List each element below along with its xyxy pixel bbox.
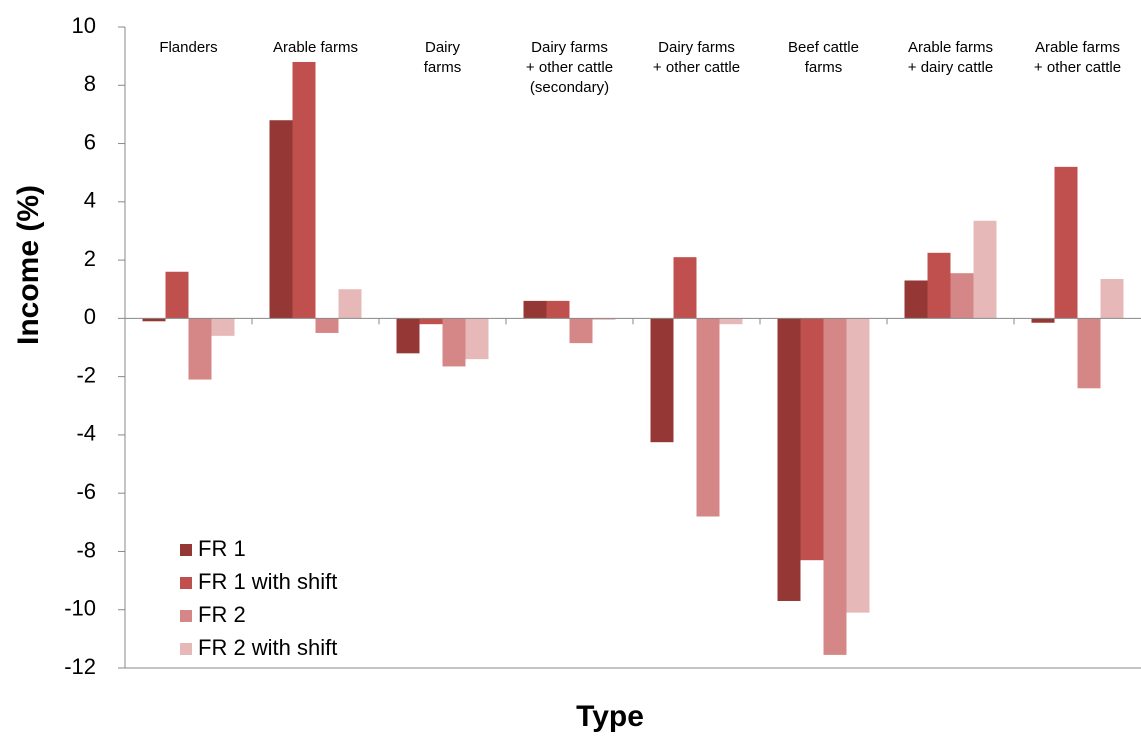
legend-label: FR 2 xyxy=(198,602,246,627)
y-tick-label: 2 xyxy=(84,246,96,271)
bar xyxy=(292,61,316,319)
category-label: Flanders xyxy=(159,39,218,56)
bar xyxy=(823,318,847,655)
bar xyxy=(846,318,870,613)
bar xyxy=(950,273,974,319)
bar xyxy=(338,289,362,319)
bar xyxy=(269,120,293,319)
y-tick-label: 8 xyxy=(84,71,96,96)
category-label: Dairy farms xyxy=(423,39,462,76)
bar xyxy=(315,318,339,333)
category-label: Arable farms + dairy cattle xyxy=(907,39,994,76)
y-tick-label: -2 xyxy=(76,362,96,387)
legend-swatch xyxy=(180,577,192,589)
y-tick-label: -12 xyxy=(64,654,96,679)
category-label: Arable farms + other cattle xyxy=(1033,39,1122,76)
bar xyxy=(800,318,824,561)
y-axis-label: Income (%) xyxy=(12,185,45,345)
bar xyxy=(1100,279,1124,319)
bar xyxy=(904,280,928,319)
bar xyxy=(650,318,674,443)
legend-label: FR 1 with shift xyxy=(198,569,337,594)
y-tick-label: 6 xyxy=(84,129,96,154)
y-tick-label: -4 xyxy=(76,421,96,446)
y-tick-label: 0 xyxy=(84,304,96,329)
bar xyxy=(1077,318,1101,389)
bar xyxy=(973,220,997,319)
bar xyxy=(1054,166,1078,319)
category-label: Beef cattle farms xyxy=(788,39,859,76)
y-tick-label: -8 xyxy=(76,537,96,562)
bar xyxy=(777,318,801,601)
legend-swatch xyxy=(180,643,192,655)
category-label: Arable farms xyxy=(272,39,359,56)
bar xyxy=(396,318,420,354)
bar xyxy=(211,318,235,336)
y-tick-label: 10 xyxy=(72,13,96,38)
bar xyxy=(419,318,443,325)
bar xyxy=(696,318,720,517)
bar xyxy=(165,271,189,319)
legend-label: FR 1 xyxy=(198,536,246,561)
bar xyxy=(719,318,743,325)
bar xyxy=(142,318,166,322)
bar xyxy=(523,300,547,319)
legend-label: FR 2 with shift xyxy=(198,635,337,660)
x-axis-label: Type xyxy=(576,700,644,733)
y-tick-label: -6 xyxy=(76,479,96,504)
y-tick-label: -10 xyxy=(64,596,96,621)
bar xyxy=(569,318,593,344)
bar xyxy=(546,300,570,319)
legend-swatch xyxy=(180,544,192,556)
category-label: Dairy farms + other cattle xyxy=(652,39,741,76)
y-tick-label: 4 xyxy=(84,188,96,213)
bar xyxy=(927,252,951,319)
bar xyxy=(673,257,697,319)
bar xyxy=(1031,318,1055,323)
category-label: Dairy farms + other cattle (secondary) xyxy=(525,39,614,96)
legend-swatch xyxy=(180,610,192,622)
bar xyxy=(465,318,489,360)
bar xyxy=(188,318,212,380)
bar xyxy=(592,318,616,320)
bar xyxy=(442,318,466,367)
